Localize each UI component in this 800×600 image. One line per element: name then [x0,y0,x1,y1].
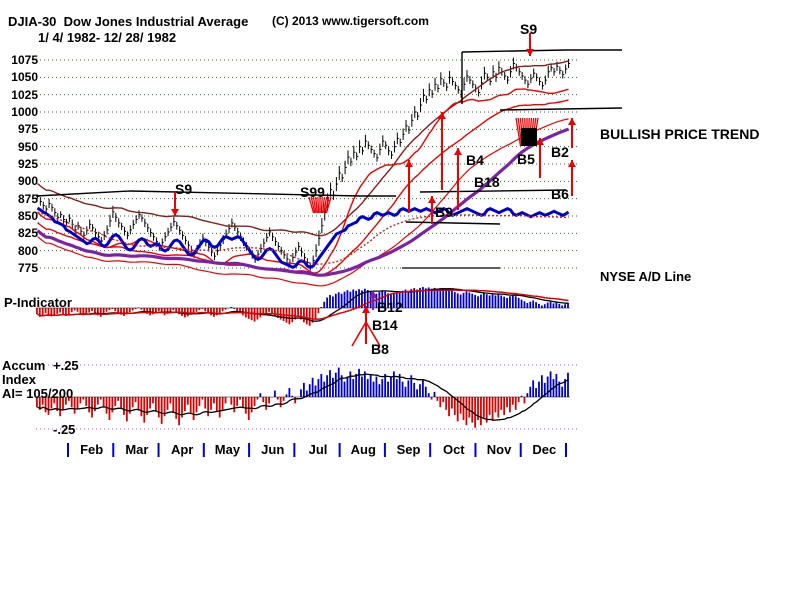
signal-annotation: B14 [372,317,398,333]
price-tick-label: 1000 [11,105,38,119]
price-tick-label: 775 [17,261,38,275]
ad-line-label: NYSE A/D Line [600,269,692,284]
signal-annotation: B12 [377,299,403,315]
price-tick-label: 1025 [11,87,38,102]
price-tick-label: 825 [17,226,38,241]
month-tick-label: Dec [532,442,557,457]
ai-value-label: AI= 105/200 [2,386,74,401]
copyright-notice: (C) 2013 www.tigersoft.com [272,14,429,28]
date-range: 1/ 4/ 1982- 12/ 28/ 1982 [38,30,177,45]
month-tick-label: Feb [80,442,104,457]
signal-annotation: B4 [466,152,484,168]
bullish-trend-label: BULLISH PRICE TREND [600,126,760,142]
accum-top-scale: +.25 [53,358,79,373]
accum-label: Accum [2,358,46,373]
month-tick-label: May [214,442,241,457]
month-tick-label: Nov [486,442,512,457]
signal-annotation: B6 [551,186,569,202]
accum-bottom-scale: -.25 [53,422,76,437]
signal-annotation: B8 [371,341,389,357]
price-tick-label: 1075 [11,53,38,67]
month-tick-label: Jul [308,442,328,457]
signal-annotation: B5 [517,151,535,167]
month-tick-label: Oct [442,442,465,457]
signal-annotation: S99 [300,184,325,200]
signal-annotation: B18 [474,174,500,190]
index-label: Index [2,372,36,387]
price-tick-label: 875 [17,191,38,206]
month-tick-label: Jun [261,442,285,457]
signal-annotation: S9 [175,181,193,197]
month-tick-label: Mar [125,442,149,457]
p-indicator-label: P-Indicator [4,295,72,310]
page-title: DJIA-30 Dow Jones Industrial Average [8,14,249,29]
price-tick-label: 1050 [11,70,38,85]
signal-annotation: B9 [435,204,453,220]
month-tick-label: Aug [350,442,376,457]
month-tick-label: Apr [170,442,194,457]
signal-annotation: S9 [520,21,538,37]
price-tick-label: 925 [17,157,38,171]
price-tick-label: 975 [17,122,38,137]
price-tick-label: 950 [17,139,38,154]
price-tick-label: 850 [17,209,38,223]
signal-annotation: B2 [551,144,569,160]
month-tick-label: Sep [396,442,421,457]
price-tick-label: 800 [17,243,38,258]
price-tick-label: 900 [17,174,38,189]
